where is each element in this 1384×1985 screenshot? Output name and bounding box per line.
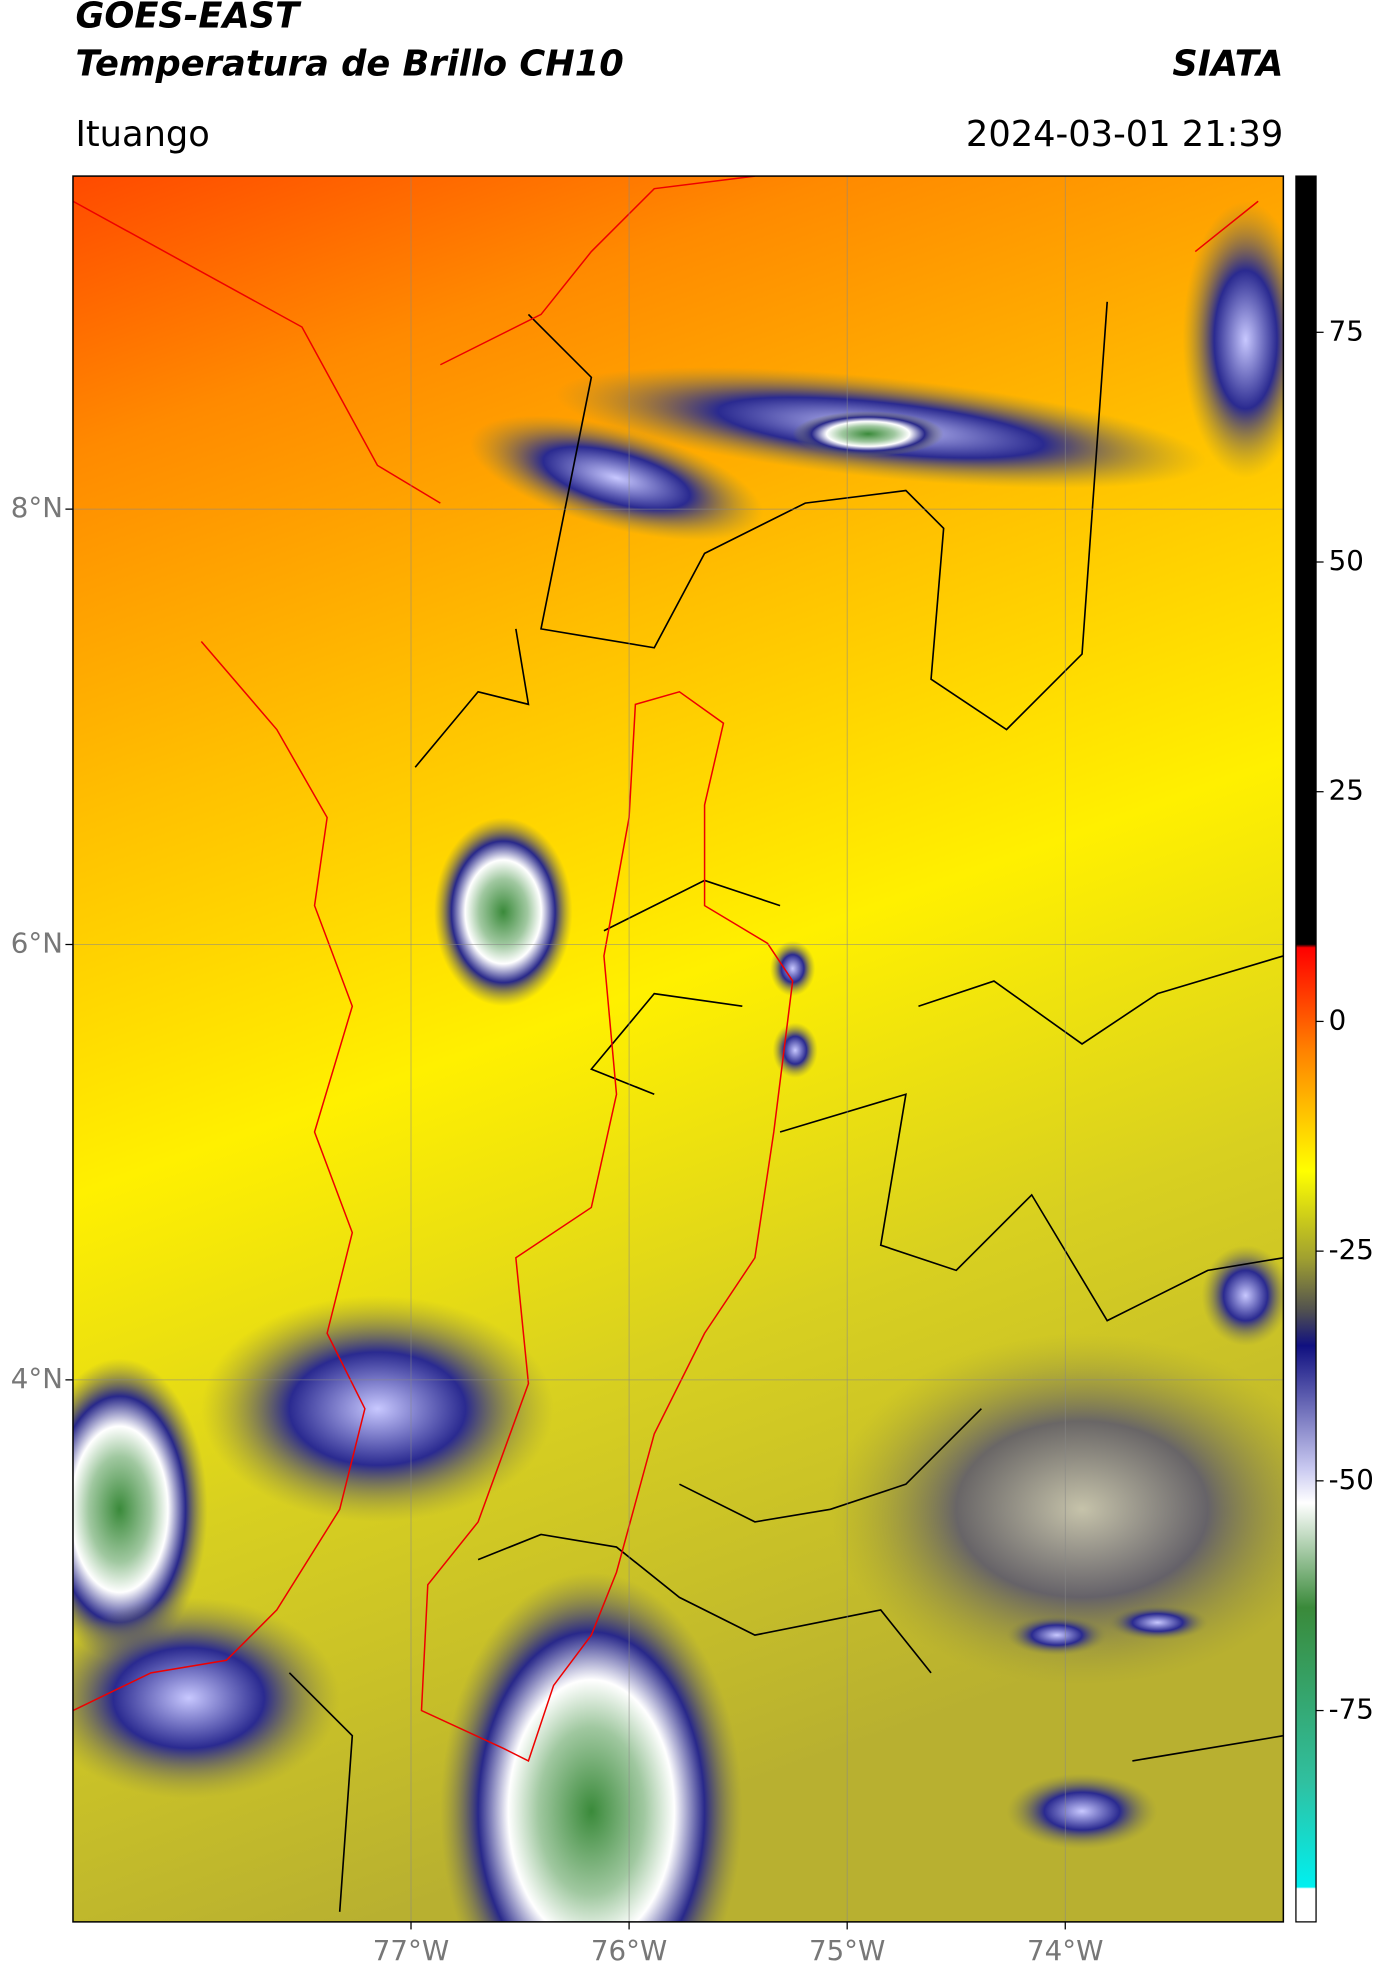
x-tick-label: 74°W — [1027, 1934, 1103, 1967]
colorbar-tick-label: -75 — [1329, 1693, 1374, 1726]
region: Ituango — [75, 114, 209, 155]
colorbar-tick-label: -25 — [1329, 1233, 1374, 1266]
y-tick-label: 8°N — [11, 491, 63, 524]
x-tick-label: 75°W — [809, 1934, 885, 1967]
datetime: 2024-03-01 21:39 — [966, 114, 1283, 155]
x-tick-label: 76°W — [591, 1934, 667, 1967]
y-tick-label: 6°N — [11, 927, 63, 960]
map-image — [72, 176, 1284, 1922]
x-tick-label: 77°W — [373, 1934, 449, 1967]
source: SIATA — [1172, 43, 1283, 84]
colorbar-tick-label: 50 — [1329, 544, 1364, 577]
map-frame — [72, 175, 1285, 1923]
y-tick-label: 4°N — [11, 1362, 63, 1395]
colorbar-tick-label: 0 — [1329, 1003, 1347, 1036]
colorbar-tick-label: -50 — [1329, 1463, 1374, 1496]
colorbar-tick-label: 25 — [1329, 774, 1364, 807]
title: GOES-EAST — [75, 0, 302, 37]
graticule — [72, 176, 1284, 1922]
colorbar — [1295, 175, 1317, 1923]
colorbar-tick-label: 75 — [1329, 314, 1364, 347]
subtitle: Temperatura de Brillo CH10 — [75, 43, 623, 84]
